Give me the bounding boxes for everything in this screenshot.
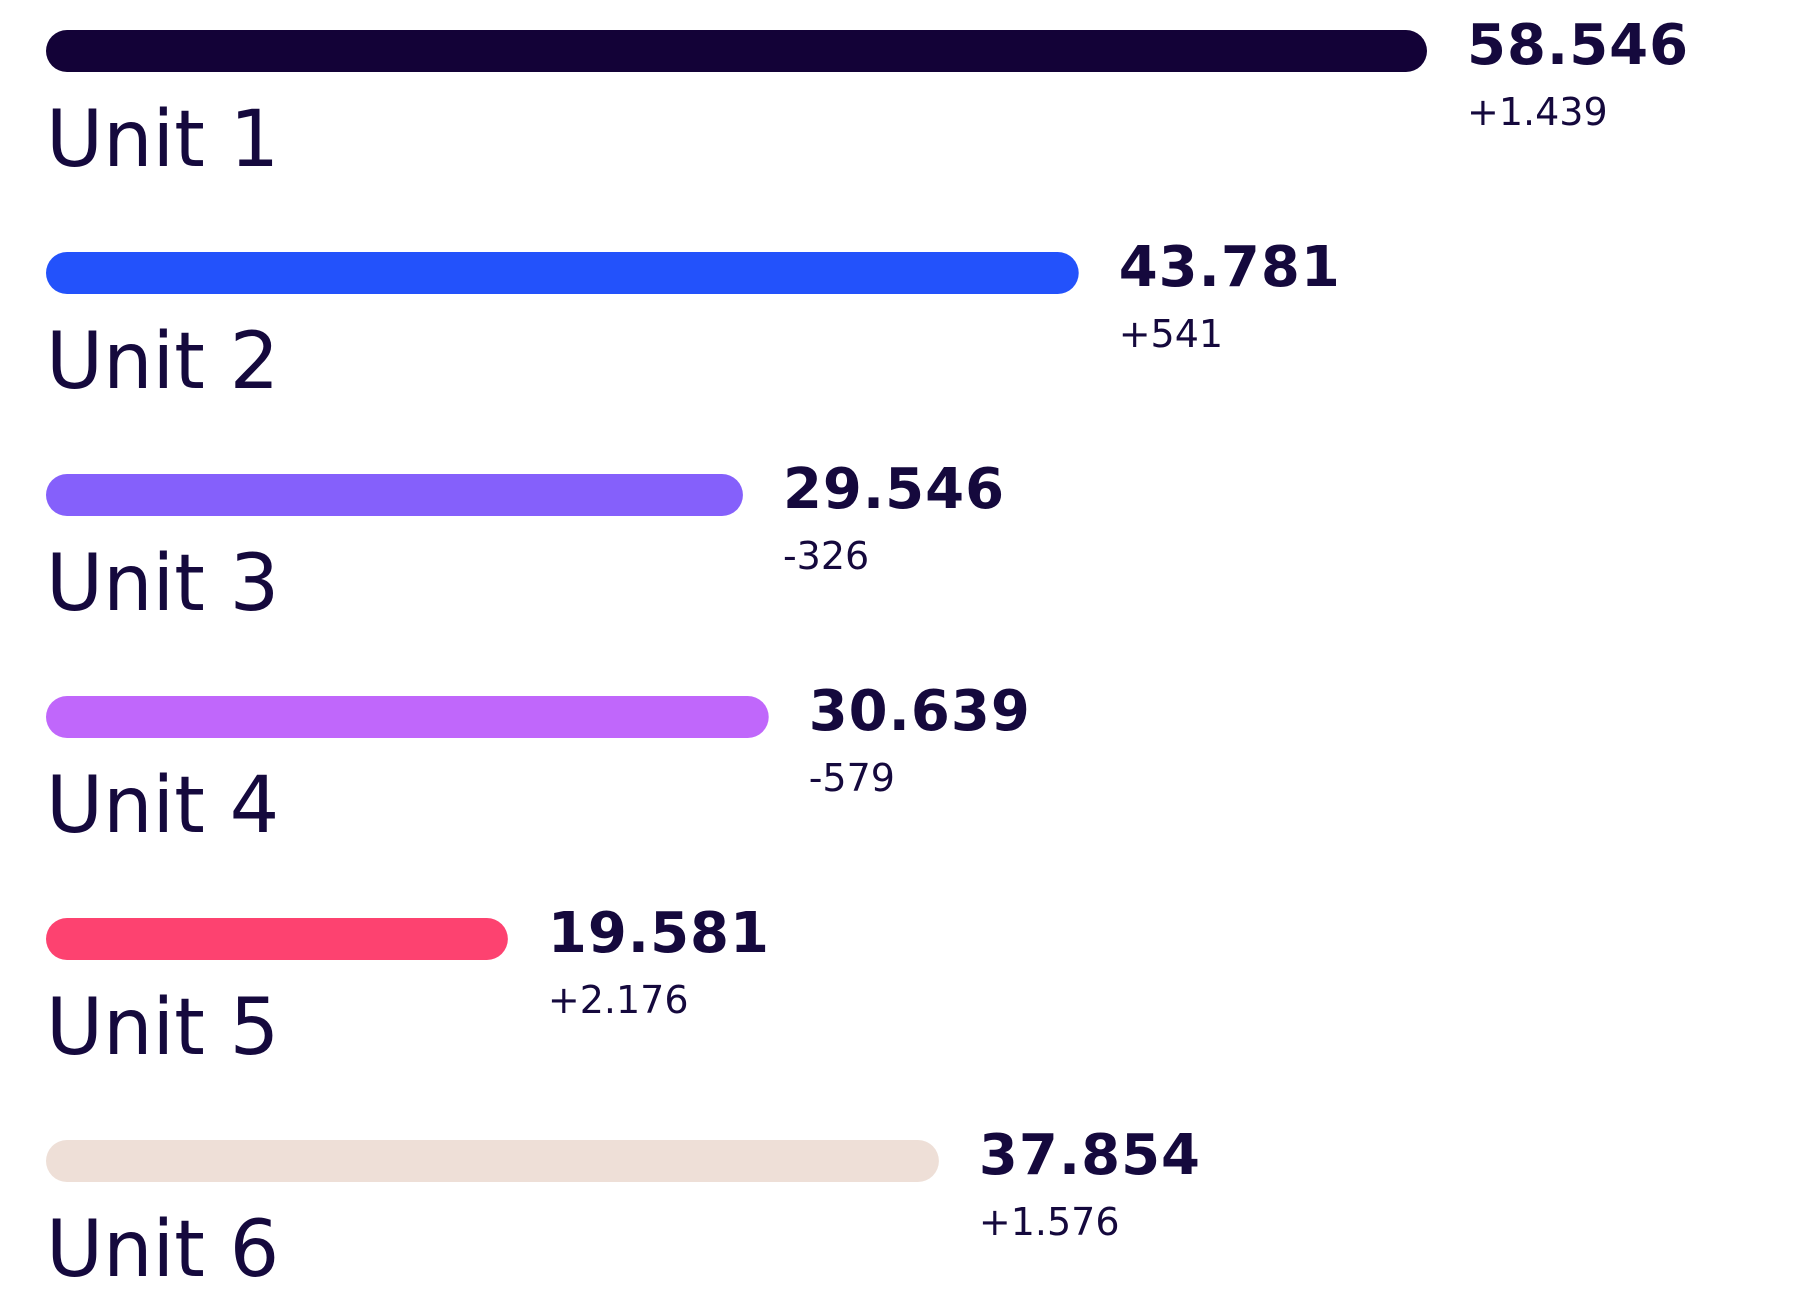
category-label: Unit 4 bbox=[46, 761, 279, 851]
change-label: +1.576 bbox=[979, 1200, 1120, 1244]
value-label: 30.639 bbox=[809, 679, 1031, 744]
bar bbox=[46, 30, 1427, 72]
value-label: 58.546 bbox=[1467, 13, 1689, 78]
change-label: -579 bbox=[809, 756, 895, 800]
bar bbox=[46, 1140, 939, 1182]
category-label: Unit 6 bbox=[46, 1205, 279, 1295]
value-label: 29.546 bbox=[783, 457, 1005, 522]
bar bbox=[46, 696, 769, 738]
change-label: +2.176 bbox=[548, 978, 689, 1022]
category-label: Unit 3 bbox=[46, 539, 279, 629]
value-label: 19.581 bbox=[548, 901, 770, 966]
value-label: 37.854 bbox=[979, 1123, 1201, 1188]
bar bbox=[46, 474, 743, 516]
value-label: 43.781 bbox=[1119, 235, 1341, 300]
category-label: Unit 5 bbox=[46, 983, 279, 1073]
change-label: +1.439 bbox=[1467, 90, 1608, 134]
bar bbox=[46, 918, 508, 960]
bar bbox=[46, 252, 1079, 294]
category-label: Unit 1 bbox=[46, 95, 279, 185]
change-label: -326 bbox=[783, 534, 869, 578]
category-label: Unit 2 bbox=[46, 317, 279, 407]
change-label: +541 bbox=[1119, 312, 1223, 356]
